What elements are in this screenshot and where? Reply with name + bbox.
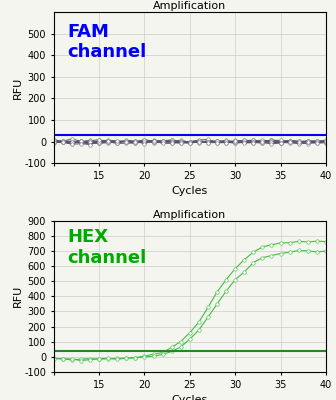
Text: FAM
channel: FAM channel: [67, 22, 146, 61]
X-axis label: Cycles: Cycles: [172, 395, 208, 400]
Y-axis label: RFU: RFU: [13, 285, 23, 308]
Title: Amplification: Amplification: [153, 210, 226, 220]
Text: HEX
channel: HEX channel: [67, 228, 146, 267]
Y-axis label: RFU: RFU: [13, 76, 23, 99]
Title: Amplification: Amplification: [153, 1, 226, 11]
X-axis label: Cycles: Cycles: [172, 186, 208, 196]
